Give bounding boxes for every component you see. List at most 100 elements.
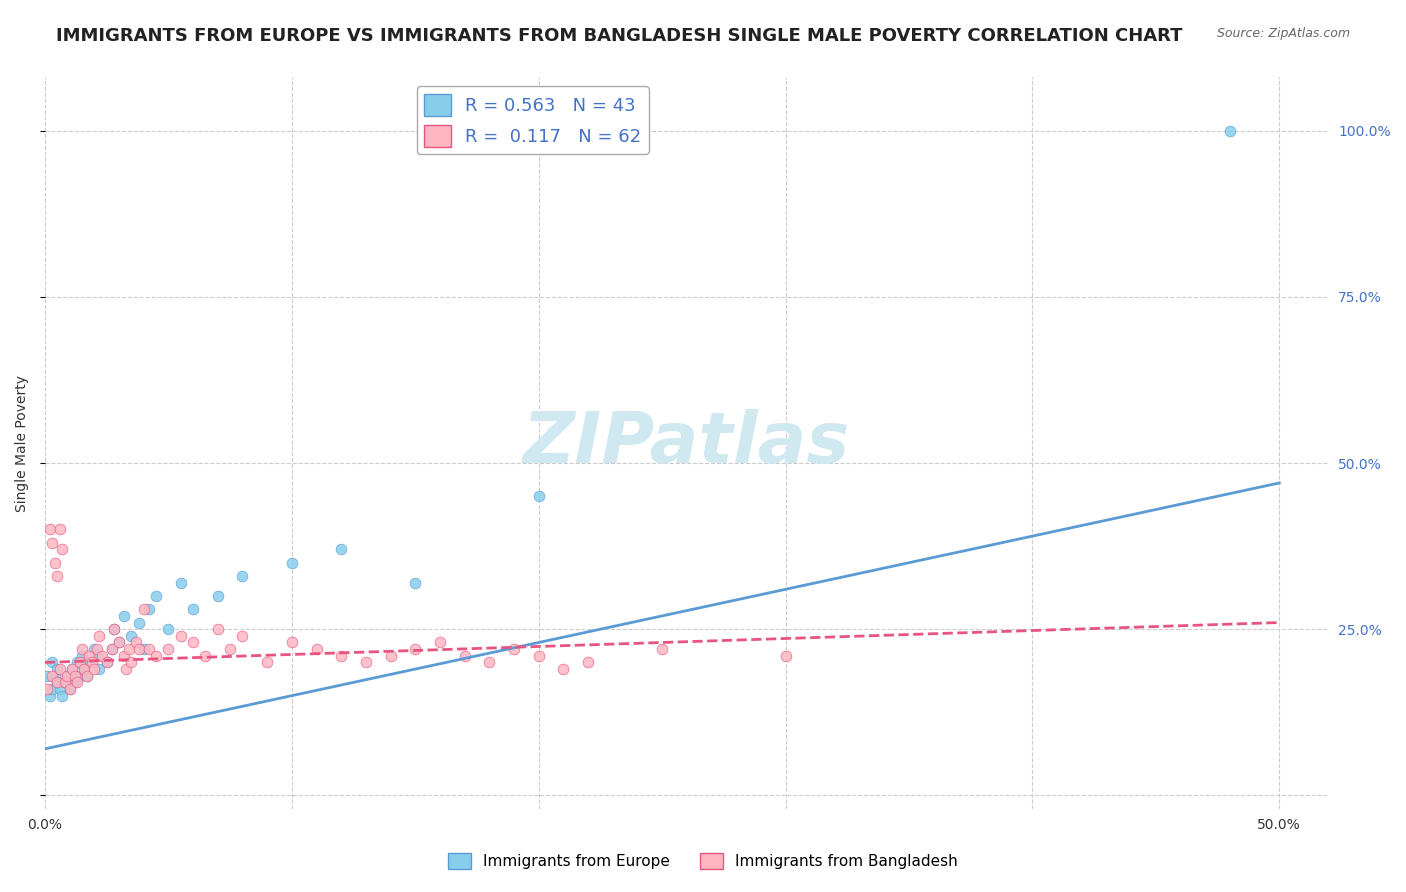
Point	[38, 523, 60, 537]
Point	[157, 622, 180, 636]
Point	[429, 635, 451, 649]
Point	[145, 589, 167, 603]
Point	[83, 642, 105, 657]
Point	[125, 635, 148, 649]
Point	[330, 542, 353, 557]
Point	[256, 656, 278, 670]
Point	[478, 656, 501, 670]
Point	[281, 556, 304, 570]
Point	[651, 642, 673, 657]
Point	[118, 642, 141, 657]
Point	[83, 662, 105, 676]
Point	[96, 656, 118, 670]
Y-axis label: Single Male Poverty: Single Male Poverty	[15, 375, 30, 511]
Point	[103, 622, 125, 636]
Point	[41, 535, 63, 549]
Point	[53, 675, 76, 690]
Point	[170, 629, 193, 643]
Point	[69, 669, 91, 683]
Point	[138, 602, 160, 616]
Point	[66, 656, 89, 670]
Point	[120, 656, 142, 670]
Point	[132, 602, 155, 616]
Point	[553, 662, 575, 676]
Point	[108, 635, 131, 649]
Point	[63, 675, 86, 690]
Point	[70, 642, 93, 657]
Point	[112, 608, 135, 623]
Point	[527, 489, 550, 503]
Point	[90, 648, 112, 663]
Point	[49, 681, 72, 696]
Point	[89, 629, 111, 643]
Point	[96, 656, 118, 670]
Point	[60, 662, 83, 676]
Point	[404, 575, 426, 590]
Point	[46, 675, 69, 690]
Legend: Immigrants from Europe, Immigrants from Bangladesh: Immigrants from Europe, Immigrants from …	[441, 847, 965, 875]
Point	[138, 642, 160, 657]
Point	[41, 656, 63, 670]
Point	[775, 648, 797, 663]
Point	[145, 648, 167, 663]
Point	[128, 615, 150, 630]
Point	[44, 556, 66, 570]
Point	[59, 681, 82, 696]
Point	[66, 675, 89, 690]
Point	[576, 656, 599, 670]
Point	[63, 669, 86, 683]
Point	[70, 648, 93, 663]
Point	[76, 669, 98, 683]
Point	[56, 669, 79, 683]
Point	[44, 669, 66, 683]
Point	[89, 662, 111, 676]
Point	[157, 642, 180, 657]
Point	[527, 648, 550, 663]
Point	[231, 629, 253, 643]
Point	[354, 656, 377, 670]
Point	[46, 569, 69, 583]
Point	[49, 662, 72, 676]
Point	[37, 669, 59, 683]
Point	[194, 648, 217, 663]
Point	[100, 642, 122, 657]
Point	[46, 662, 69, 676]
Point	[86, 642, 108, 657]
Point	[132, 642, 155, 657]
Point	[79, 648, 101, 663]
Point	[69, 656, 91, 670]
Legend: R = 0.563   N = 43, R =  0.117   N = 62: R = 0.563 N = 43, R = 0.117 N = 62	[416, 87, 648, 154]
Point	[207, 622, 229, 636]
Point	[231, 569, 253, 583]
Point	[112, 648, 135, 663]
Point	[73, 662, 96, 676]
Point	[115, 662, 138, 676]
Point	[120, 629, 142, 643]
Point	[59, 681, 82, 696]
Point	[73, 662, 96, 676]
Point	[49, 523, 72, 537]
Text: ZIPatlas: ZIPatlas	[523, 409, 851, 477]
Point	[181, 602, 204, 616]
Point	[128, 642, 150, 657]
Point	[103, 622, 125, 636]
Point	[79, 656, 101, 670]
Point	[41, 681, 63, 696]
Point	[181, 635, 204, 649]
Point	[46, 675, 69, 690]
Point	[76, 669, 98, 683]
Point	[1219, 123, 1241, 137]
Point	[80, 656, 103, 670]
Point	[404, 642, 426, 657]
Point	[51, 689, 73, 703]
Point	[207, 589, 229, 603]
Point	[380, 648, 402, 663]
Text: IMMIGRANTS FROM EUROPE VS IMMIGRANTS FROM BANGLADESH SINGLE MALE POVERTY CORRELA: IMMIGRANTS FROM EUROPE VS IMMIGRANTS FRO…	[56, 27, 1182, 45]
Point	[56, 669, 79, 683]
Point	[281, 635, 304, 649]
Point	[219, 642, 242, 657]
Text: Source: ZipAtlas.com: Source: ZipAtlas.com	[1216, 27, 1350, 40]
Point	[503, 642, 526, 657]
Point	[170, 575, 193, 590]
Point	[453, 648, 475, 663]
